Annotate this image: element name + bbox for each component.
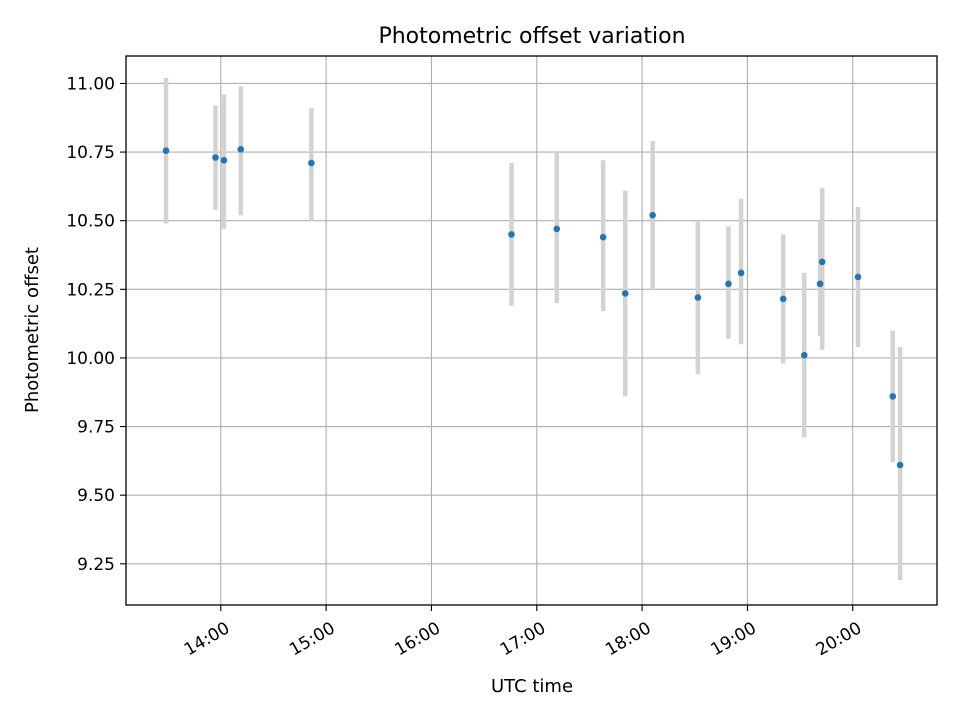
data-point xyxy=(779,295,787,303)
chart-title: Photometric offset variation xyxy=(378,24,685,49)
plot-frame xyxy=(125,55,938,606)
data-point xyxy=(621,290,629,297)
x-tick-label: 14:00 xyxy=(181,618,233,660)
data-point xyxy=(816,280,824,288)
x-tick-label: 17:00 xyxy=(497,618,549,660)
y-tick-label: 9.25 xyxy=(77,555,115,575)
y-axis-label: Photometric offset xyxy=(22,247,43,413)
y-tick-label: 11.00 xyxy=(66,74,115,94)
data-point xyxy=(237,146,245,153)
data-point xyxy=(649,211,656,219)
data-point xyxy=(508,231,515,238)
y-tick-label: 10.25 xyxy=(66,280,115,300)
data-point xyxy=(599,233,607,241)
x-tick-label: 19:00 xyxy=(707,618,759,660)
data-point xyxy=(308,159,315,167)
data-point xyxy=(896,461,904,469)
data-point xyxy=(694,294,702,301)
x-tick-label: 18:00 xyxy=(602,618,654,660)
data-point xyxy=(162,147,170,155)
x-axis-ticks: 14:00 15:00 16:00 17:00 18:00 19:00 20:00 xyxy=(181,605,865,660)
error-bars xyxy=(163,77,903,581)
y-tick-label: 10.00 xyxy=(66,349,115,369)
data-points xyxy=(162,146,904,469)
x-axis-label: UTC time xyxy=(491,676,573,697)
y-tick-label: 10.50 xyxy=(66,212,115,232)
data-point xyxy=(800,351,808,359)
y-tick-label: 10.75 xyxy=(66,143,115,163)
data-point xyxy=(212,154,219,161)
data-point xyxy=(818,258,826,266)
y-tick-label: 9.75 xyxy=(77,418,115,438)
data-point xyxy=(889,393,897,400)
gridlines xyxy=(126,56,937,605)
y-axis-ticks: 9.25 9.50 9.75 10.00 10.25 10.50 10.75 11.00 xyxy=(66,74,126,575)
data-point xyxy=(725,280,732,288)
x-tick-label: 15:00 xyxy=(286,618,338,660)
data-point xyxy=(553,225,561,233)
data-point xyxy=(854,273,862,281)
data-point xyxy=(220,157,228,164)
x-tick-label: 16:00 xyxy=(392,618,444,660)
x-tick-label: 20:00 xyxy=(813,618,865,660)
y-tick-label: 9.50 xyxy=(77,486,115,506)
data-point xyxy=(737,269,745,277)
